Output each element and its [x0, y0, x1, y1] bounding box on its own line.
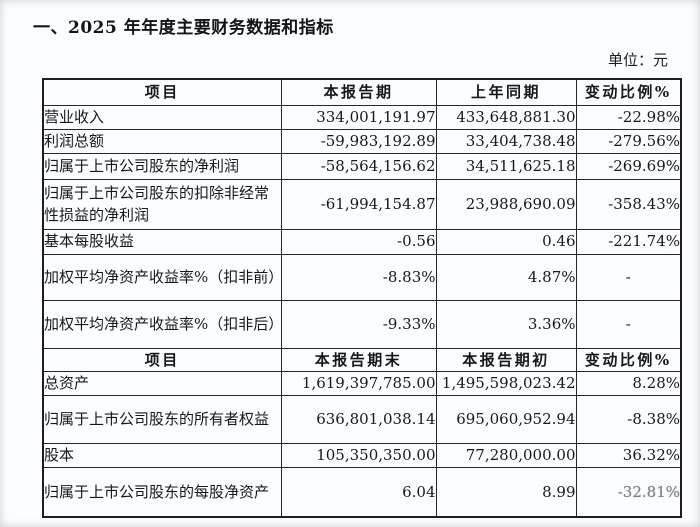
change-value-cell: -269.69%	[575, 152, 682, 180]
unit-label: 单位：元	[607, 51, 668, 69]
item-cell: 归属于上市公司股东的净利润	[42, 152, 282, 180]
item-cell: 总资产	[42, 371, 282, 396]
item-cell: 归属于上市公司股东的所有者权益	[42, 395, 282, 444]
item-cell: 股本	[42, 443, 282, 468]
table-row: 归属于上市公司股东的每股净资产 6.04 8.99 -32.81%	[42, 466, 682, 518]
prior-value-cell: 3.36%	[435, 299, 577, 349]
change-value-cell: -22.98%	[575, 104, 682, 130]
change-value-cell: -358.43%	[575, 178, 682, 230]
table-row: 营业收入 334,001,191.97 433,648,881.30 -22.9…	[42, 104, 682, 130]
prior-value-cell: 695,060,952.94	[435, 395, 577, 444]
table-row: 加权平均净资产收益率%（扣非前） -8.83% 4.87% -	[42, 253, 682, 301]
table-row: 归属于上市公司股东的净利润 -58,564,156.62 34,511,625.…	[42, 152, 682, 180]
table-row: 归属于上市公司股东的所有者权益 636,801,038.14 695,060,9…	[42, 395, 682, 444]
table-row: 归属于上市公司股东的扣除非经常性损益的净利润 -61,994,154.87 23…	[42, 178, 682, 230]
item-cell: 归属于上市公司股东的每股净资产	[42, 466, 282, 518]
current-value-cell: -0.56	[280, 228, 437, 255]
current-value-cell: 6.04	[280, 466, 437, 518]
prior-value-cell: 4.87%	[435, 253, 577, 301]
change-value-cell: -8.38%	[575, 395, 682, 444]
prior-value-cell: 33,404,738.48	[435, 128, 577, 154]
item-cell: 加权平均净资产收益率%（扣非前）	[42, 253, 282, 301]
current-value-cell: -58,564,156.62	[280, 152, 437, 180]
financial-data-table: 项目 本报告期 上年同期 变动比例% 营业收入 334,001,191.97 4…	[42, 78, 682, 518]
column-header-current-period: 本报告期	[280, 78, 437, 106]
item-cell: 基本每股收益	[42, 228, 282, 255]
prior-value-cell: 0.46	[435, 228, 577, 255]
prior-value-cell: 8.99	[435, 466, 577, 518]
table-row: 利润总额 -59,983,192.89 33,404,738.48 -279.5…	[42, 128, 682, 154]
current-value-cell: -9.33%	[280, 299, 437, 349]
current-value-cell: 334,001,191.97	[280, 104, 437, 130]
column-header-period-start: 本报告期初	[435, 347, 577, 372]
column-header-change-ratio: 变动比例%	[575, 347, 682, 372]
change-value-cell: -	[575, 253, 682, 301]
item-cell: 营业收入	[42, 104, 282, 130]
section1-header-row: 项目 本报告期 上年同期 变动比例%	[42, 78, 682, 106]
page-title: 一、2025 年年度主要财务数据和指标	[33, 18, 334, 38]
table-row: 股本 105,350,350.00 77,280,000.00 36.32%	[42, 443, 682, 468]
change-value-cell: 36.32%	[575, 443, 682, 468]
table-row: 总资产 1,619,397,785.00 1,495,598,023.42 8.…	[42, 371, 682, 396]
column-header-period-end: 本报告期末	[280, 347, 437, 372]
current-value-cell: 636,801,038.14	[280, 395, 437, 444]
column-header-change-ratio: 变动比例%	[575, 78, 682, 106]
change-value-cell: -32.81%	[575, 466, 682, 518]
prior-value-cell: 433,648,881.30	[435, 104, 577, 130]
column-header-item: 项目	[42, 78, 282, 106]
column-header-prior-period: 上年同期	[435, 78, 577, 106]
column-header-item: 项目	[42, 347, 282, 372]
change-value-cell: -279.56%	[575, 128, 682, 154]
current-value-cell: 105,350,350.00	[280, 443, 437, 468]
table-row: 基本每股收益 -0.56 0.46 -221.74%	[42, 228, 682, 255]
current-value-cell: -59,983,192.89	[280, 128, 437, 154]
section2-header-row: 项目 本报告期末 本报告期初 变动比例%	[42, 347, 682, 372]
item-cell: 加权平均净资产收益率%（扣非后）	[42, 299, 282, 349]
current-value-cell: -8.83%	[280, 253, 437, 301]
prior-value-cell: 34,511,625.18	[435, 152, 577, 180]
table-row: 加权平均净资产收益率%（扣非后） -9.33% 3.36% -	[42, 299, 682, 349]
change-value-cell: -221.74%	[575, 228, 682, 255]
item-cell: 利润总额	[42, 128, 282, 154]
change-value-cell: 8.28%	[575, 371, 682, 396]
prior-value-cell: 23,988,690.09	[435, 178, 577, 230]
current-value-cell: -61,994,154.87	[280, 178, 437, 230]
item-cell: 归属于上市公司股东的扣除非经常性损益的净利润	[42, 178, 282, 230]
prior-value-cell: 1,495,598,023.42	[435, 371, 577, 396]
change-value-cell: -	[575, 299, 682, 349]
prior-value-cell: 77,280,000.00	[435, 443, 577, 468]
current-value-cell: 1,619,397,785.00	[280, 371, 437, 396]
